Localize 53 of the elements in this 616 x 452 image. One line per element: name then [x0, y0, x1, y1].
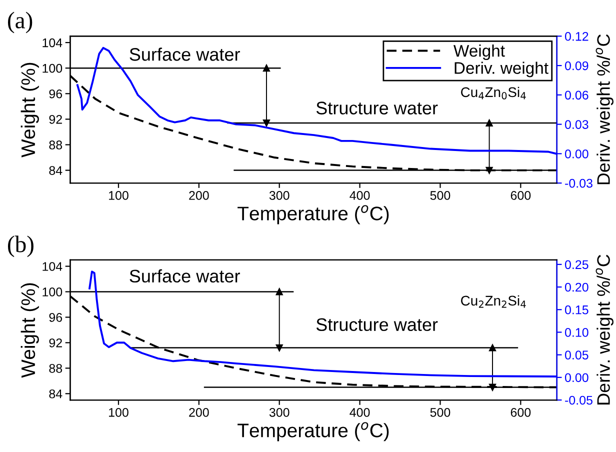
- x-axis-title: Temperature ($^{o}$C): [238, 422, 389, 442]
- chart-title: (a): [8, 12, 32, 34]
- x-tick-label: 100: [109, 191, 128, 200]
- x-tick-label: 400: [350, 408, 370, 417]
- x-tick-label: 500: [430, 191, 450, 200]
- y2-tick-label: 0.06: [564, 90, 588, 100]
- x-tick-label: 400: [350, 191, 370, 200]
- y2-tick-label: 0.10: [564, 328, 588, 337]
- x-axis-title: Temperature ($^{o}$C): [238, 205, 389, 224]
- chart-title: (b): [8, 236, 34, 258]
- y-tick-label: 100: [42, 64, 62, 73]
- x-tick-label: 500: [430, 408, 450, 417]
- legend-label: Deriv. weight: [454, 62, 548, 78]
- annotation: Surface water: [130, 48, 240, 61]
- y-tick-label: 92: [49, 338, 62, 348]
- y2-tick-label: -0.05: [565, 396, 592, 405]
- y-tick-label: 96: [49, 89, 62, 98]
- y-tick-label: 104: [42, 262, 62, 271]
- annotation: Cu$_{2}$Zn$_{2}$Si$_{4}$: [461, 295, 526, 308]
- y2-axis-title: Deriv. weight %/$^{o}$C: [596, 254, 614, 404]
- y-tick-label: 88: [49, 364, 62, 373]
- y2-tick-label: 0.00: [564, 149, 588, 158]
- y-axis-title: Weight (%): [20, 62, 39, 158]
- y2-tick-label: 0.00: [564, 373, 588, 382]
- legend-label: Weight: [454, 44, 505, 60]
- y-tick-label: 96: [49, 313, 62, 322]
- y2-tick-label: 0.25: [564, 260, 588, 270]
- annotation: Cu$_{4}$Zn$_{0}$Si$_{4}$: [461, 86, 526, 100]
- y2-tick-label: 0.15: [564, 305, 588, 314]
- y-tick-label: 84: [49, 166, 62, 175]
- y-tick-label: 84: [49, 389, 62, 398]
- y2-tick-label: 0.05: [564, 350, 588, 360]
- y2-tick-label: 0.03: [564, 120, 588, 129]
- y-tick-label: 92: [49, 114, 62, 124]
- y2-tick-label: -0.03: [565, 178, 592, 188]
- y2-tick-label: 0.20: [564, 282, 588, 292]
- y-tick-label: 100: [42, 288, 62, 296]
- y-axis-title: Weight (%): [20, 283, 39, 378]
- y2-axis-title: Deriv. weight %/$^{o}$C: [596, 34, 614, 184]
- annotation: Structure water: [316, 318, 438, 332]
- x-tick-label: 600: [510, 408, 531, 417]
- y-tick-label: 104: [42, 38, 62, 48]
- x-tick-label: 200: [189, 408, 209, 417]
- x-tick-label: 200: [189, 191, 209, 200]
- y2-tick-label: 0.12: [564, 32, 588, 41]
- y-tick-label: 88: [49, 140, 62, 150]
- x-tick-label: 600: [510, 191, 531, 200]
- x-tick-label: 300: [269, 408, 290, 417]
- x-tick-label: 100: [109, 408, 128, 417]
- annotation: Structure water: [316, 102, 438, 114]
- annotation: Surface water: [130, 269, 240, 283]
- y2-tick-label: 0.09: [564, 61, 588, 70]
- x-tick-label: 300: [269, 191, 290, 200]
